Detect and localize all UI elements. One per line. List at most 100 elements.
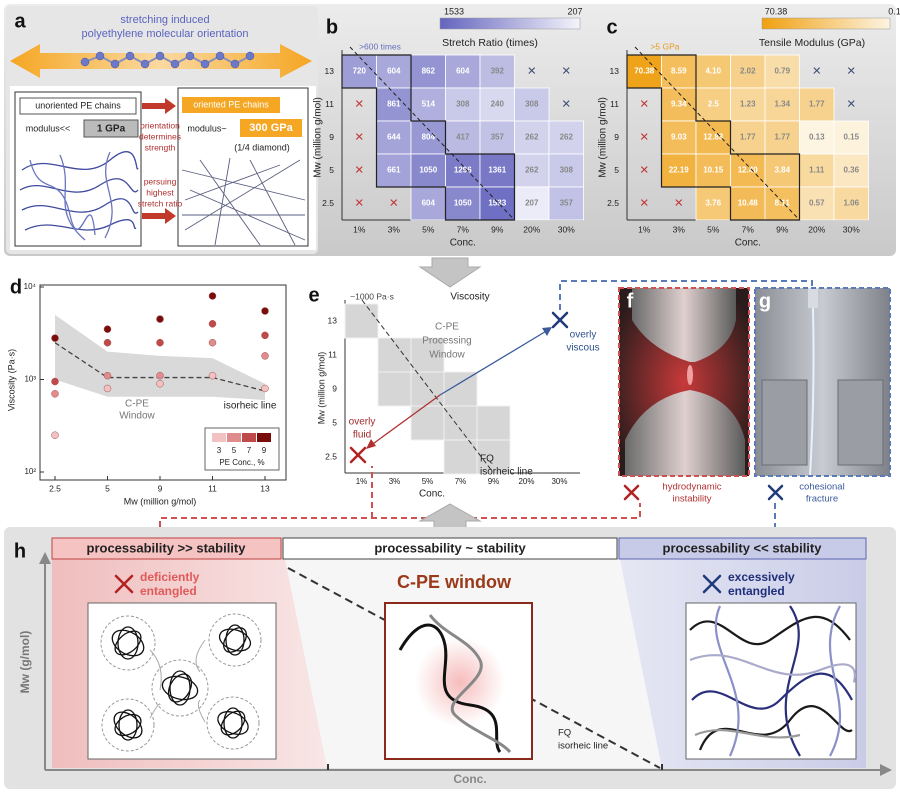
x-axis-label: Mw (million g/mol) bbox=[124, 496, 197, 506]
cell-value: 644 bbox=[387, 133, 401, 142]
cell-value: 720 bbox=[353, 67, 367, 76]
cell-value: 661 bbox=[387, 166, 401, 175]
cell-value: 22.19 bbox=[669, 166, 690, 175]
row-label: 9 bbox=[614, 132, 619, 142]
needle bbox=[808, 288, 818, 308]
cross: × bbox=[355, 128, 364, 145]
cell-value: 604 bbox=[456, 67, 470, 76]
heat-cell bbox=[410, 54, 446, 89]
fluid-label: overly bbox=[349, 417, 376, 428]
cell-value: 262 bbox=[525, 166, 539, 175]
heat-cell bbox=[695, 153, 731, 188]
cross: × bbox=[812, 62, 821, 79]
legend-swatch bbox=[242, 433, 256, 442]
cross: × bbox=[640, 194, 649, 211]
cell-value: 1.77 bbox=[740, 133, 756, 142]
cell-value: 357 bbox=[491, 133, 505, 142]
point bbox=[208, 292, 217, 300]
oriented-label-box bbox=[182, 97, 280, 113]
window-cell bbox=[410, 405, 445, 441]
col-label: 7% bbox=[455, 477, 467, 486]
cell-value: 9.34 bbox=[671, 100, 687, 109]
y-axis-label: Mw (million g/mol) bbox=[316, 352, 326, 425]
cell-value: 1361 bbox=[488, 166, 506, 175]
panel-label: g bbox=[759, 290, 771, 312]
heat-cell bbox=[833, 153, 869, 188]
annotation: ~1000 Pa·s bbox=[350, 291, 394, 301]
window-title: C-PE window bbox=[397, 572, 512, 592]
panel-label: c bbox=[606, 16, 617, 38]
cell-value: 604 bbox=[422, 199, 436, 208]
point bbox=[51, 334, 59, 342]
box-label: oriented PE chains bbox=[193, 99, 269, 109]
axis-arrowhead bbox=[39, 552, 51, 564]
cell-value: 0.79 bbox=[774, 67, 790, 76]
caption: cohesional bbox=[799, 482, 844, 493]
arrow-label: persuing bbox=[144, 176, 177, 186]
cell-value: 12.40 bbox=[738, 166, 759, 175]
cell-value: 262 bbox=[525, 133, 539, 142]
x-tick-label: 9 bbox=[158, 483, 163, 493]
cell-value: 417 bbox=[456, 133, 470, 142]
photo-g-border bbox=[754, 287, 891, 477]
window-cell bbox=[476, 405, 511, 441]
cross: × bbox=[355, 95, 364, 112]
heat-cell bbox=[764, 54, 800, 89]
arrow-label: orientation bbox=[140, 120, 180, 130]
cross: × bbox=[640, 161, 649, 178]
heat-cell bbox=[548, 186, 584, 221]
heat-cell bbox=[661, 120, 697, 155]
lower-nozzle bbox=[625, 390, 745, 476]
caption: instability bbox=[672, 494, 711, 505]
heat-cell bbox=[514, 87, 550, 122]
row-label: 5 bbox=[614, 165, 619, 175]
col-label: 20% bbox=[518, 477, 534, 486]
row-label: 2.5 bbox=[322, 198, 334, 208]
arrow-fluid bbox=[369, 394, 441, 447]
point bbox=[51, 390, 59, 398]
low-modulus-box bbox=[83, 119, 139, 138]
window-cell bbox=[443, 439, 478, 475]
cross: × bbox=[847, 95, 856, 112]
colorbar-label: 0.13 bbox=[888, 6, 900, 16]
window-cell bbox=[476, 439, 511, 475]
isorheic-label: isorheic line bbox=[480, 467, 533, 478]
point bbox=[261, 384, 269, 393]
cross: × bbox=[640, 95, 649, 112]
cross: × bbox=[527, 62, 536, 79]
row-label: 13 bbox=[325, 66, 335, 76]
cell-value: 1.11 bbox=[809, 166, 825, 175]
col-label: 3% bbox=[388, 224, 401, 234]
point bbox=[156, 371, 164, 380]
cross-icons bbox=[114, 311, 784, 594]
annotation: >5 GPa bbox=[650, 41, 679, 51]
point bbox=[103, 338, 112, 347]
pe-chain bbox=[80, 51, 255, 69]
cell-value: 240 bbox=[491, 100, 505, 109]
cross: × bbox=[847, 62, 856, 79]
cell-value: 1.34 bbox=[774, 100, 790, 109]
cell-value: 514 bbox=[422, 100, 436, 109]
point bbox=[103, 325, 112, 333]
point bbox=[261, 352, 269, 360]
point bbox=[208, 338, 217, 347]
region-label: entangled bbox=[140, 584, 197, 598]
cross: × bbox=[355, 194, 364, 211]
heatmap-title: Tensile Modulus (GPa) bbox=[759, 37, 865, 49]
cross: × bbox=[562, 62, 571, 79]
x-axis-label: Conc. bbox=[450, 238, 476, 249]
y-axis-label: Mw (million g/mol) bbox=[313, 97, 324, 178]
x-tick-label: 2.5 bbox=[49, 483, 61, 493]
window-cell bbox=[443, 405, 478, 441]
y-axis-label: Mw (million g/mol) bbox=[598, 97, 609, 178]
tangled-chains bbox=[19, 151, 139, 241]
window-cell bbox=[410, 337, 445, 373]
window-label: Window bbox=[429, 350, 465, 361]
arrow-label: highest bbox=[146, 187, 174, 197]
col-label: 30% bbox=[551, 477, 567, 486]
cell-value: 3.76 bbox=[705, 199, 721, 208]
diamond-label: (1/4 diamond) bbox=[234, 142, 290, 152]
cell-value: 0.13 bbox=[809, 133, 825, 142]
x-tick-label: 11 bbox=[208, 483, 217, 493]
region-label: deficiently bbox=[140, 570, 200, 584]
